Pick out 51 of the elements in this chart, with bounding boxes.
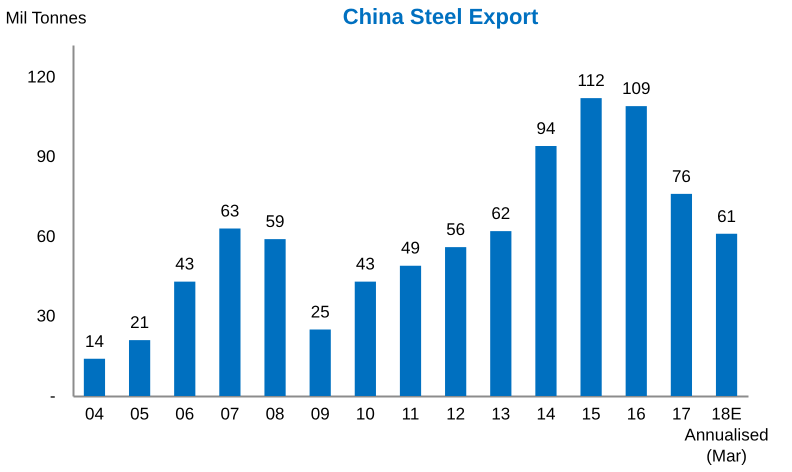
y-tick-label: 120 [27, 67, 56, 86]
data-label: 109 [622, 79, 650, 98]
x-tick-label: 11 [402, 404, 420, 424]
y-axis-title: Mil Tonnes [6, 8, 86, 28]
x-tick-label: 17 [672, 404, 691, 424]
data-label: 21 [130, 313, 150, 332]
data-label: 43 [175, 254, 194, 274]
bar [490, 231, 512, 396]
data-label: 112 [578, 71, 605, 90]
data-label: 61 [717, 206, 736, 226]
x-tick-label: 13 [491, 404, 510, 424]
x-tick-label: 06 [175, 404, 194, 424]
x-tick-label: 14 [536, 404, 556, 424]
data-label: 25 [310, 302, 330, 322]
data-label: 63 [220, 201, 240, 220]
bar [84, 358, 106, 396]
bar [354, 282, 376, 396]
data-label: 14 [84, 332, 104, 351]
bar [535, 146, 557, 396]
x-tick-label: 08 [266, 404, 285, 424]
data-label: 49 [401, 238, 420, 258]
data-label: 62 [491, 204, 510, 224]
x-tick-label: 04 [84, 404, 104, 424]
x-tick-label: 05 [130, 404, 150, 424]
x-tick-label: 09 [310, 404, 330, 424]
data-label: 43 [356, 254, 375, 274]
y-tick-label: 90 [36, 147, 56, 166]
x-tick-label: 15 [582, 404, 601, 424]
y-tick-label: - [50, 386, 56, 406]
bar [400, 266, 422, 396]
bar [219, 228, 241, 396]
bar [310, 330, 331, 396]
data-label: 56 [446, 220, 466, 240]
bar [580, 98, 602, 396]
x-tick-label: 12 [446, 404, 466, 424]
bar [626, 106, 647, 396]
data-label: 59 [266, 212, 285, 232]
bar [445, 247, 466, 396]
bar [264, 239, 286, 396]
bar [128, 340, 150, 396]
bar [174, 282, 196, 396]
x-tick-label: 16 [626, 404, 646, 424]
chart-title: China Steel Export [342, 4, 539, 29]
y-tick-label: 30 [36, 306, 56, 326]
x-tick-label: 07 [220, 404, 240, 424]
y-tick-label: 60 [36, 226, 56, 246]
data-label: 76 [672, 166, 691, 186]
data-label: 94 [536, 119, 556, 138]
bar [716, 234, 738, 396]
bar [670, 194, 692, 396]
x-tick-label: 10 [356, 404, 375, 424]
